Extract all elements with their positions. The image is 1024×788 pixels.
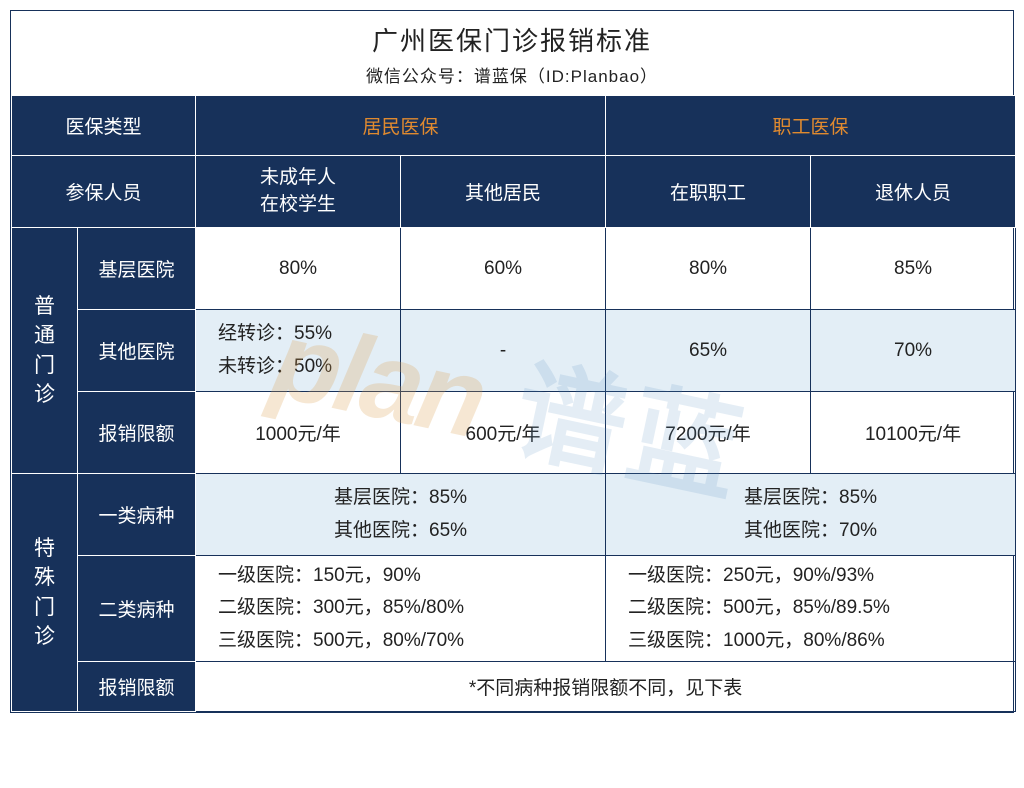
cell-limit-c1: 1000元/年	[196, 392, 401, 474]
section-special-label: 特殊门诊	[12, 474, 78, 712]
cell-basic-c1: 80%	[196, 228, 401, 310]
header-p3: 在职职工	[606, 156, 811, 228]
table-container: 广州医保门诊报销标准 微信公众号：谱蓝保（ID:Planbao） 医保类型 居民…	[10, 10, 1014, 713]
cell-other-c1: 经转诊：55%未转诊：50%	[196, 310, 401, 392]
section-normal-label: 普通门诊	[12, 228, 78, 474]
row-cat2-label: 二类病种	[78, 556, 196, 662]
cell-special-limit-note: *不同病种报销限额不同，见下表	[196, 662, 1016, 712]
header-p1: 未成年人在校学生	[196, 156, 401, 228]
row-basic-label: 基层医院	[78, 228, 196, 310]
reimbursement-table: 医保类型 居民医保 职工医保 参保人员 未成年人在校学生 其他居民 在职职工 退…	[11, 95, 1016, 712]
row-limit-label: 报销限额	[78, 392, 196, 474]
cell-cat2-left: 一级医院：150元，90%二级医院：300元，85%/80%三级医院：500元，…	[196, 556, 606, 662]
cell-cat1-right: 基层医院：85%其他医院：70%	[606, 474, 1016, 556]
cell-limit-c4: 10100元/年	[811, 392, 1016, 474]
cell-cat1-left: 基层医院：85%其他医院：65%	[196, 474, 606, 556]
header-resident: 居民医保	[196, 96, 606, 156]
cell-basic-c3: 80%	[606, 228, 811, 310]
cell-cat2-right: 一级医院：250元，90%/93%二级医院：500元，85%/89.5%三级医院…	[606, 556, 1016, 662]
row-cat1-label: 一类病种	[78, 474, 196, 556]
header-p4: 退休人员	[811, 156, 1016, 228]
header-type: 医保类型	[12, 96, 196, 156]
cell-basic-c4: 85%	[811, 228, 1016, 310]
title-block: 广州医保门诊报销标准 微信公众号：谱蓝保（ID:Planbao）	[11, 11, 1013, 95]
header-employee: 职工医保	[606, 96, 1016, 156]
cell-other-c2: -	[401, 310, 606, 392]
header-person: 参保人员	[12, 156, 196, 228]
page-title: 广州医保门诊报销标准	[11, 21, 1013, 58]
page-subtitle: 微信公众号：谱蓝保（ID:Planbao）	[11, 62, 1013, 87]
row-other-label: 其他医院	[78, 310, 196, 392]
cell-other-c4: 70%	[811, 310, 1016, 392]
header-p2: 其他居民	[401, 156, 606, 228]
cell-limit-c2: 600元/年	[401, 392, 606, 474]
cell-other-c3: 65%	[606, 310, 811, 392]
cell-limit-c3: 7200元/年	[606, 392, 811, 474]
row-special-limit-label: 报销限额	[78, 662, 196, 712]
cell-basic-c2: 60%	[401, 228, 606, 310]
